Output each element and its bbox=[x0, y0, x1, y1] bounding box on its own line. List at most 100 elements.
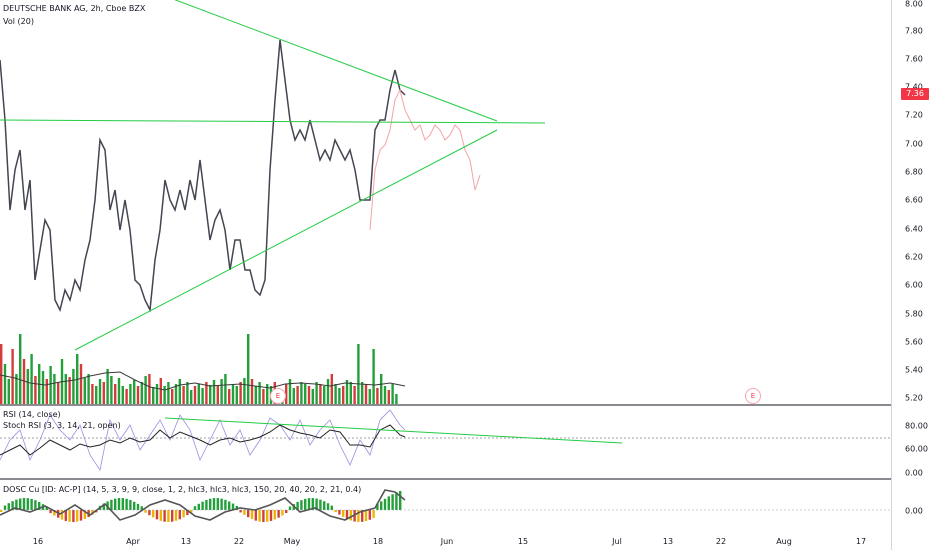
volume-bar bbox=[129, 384, 132, 404]
dosc-bar bbox=[364, 510, 368, 522]
volume-bar bbox=[323, 386, 326, 404]
volume-bar bbox=[243, 378, 246, 404]
volume-bar bbox=[292, 388, 295, 404]
dosc-bar bbox=[228, 501, 231, 510]
time-tick: 13 bbox=[662, 537, 674, 546]
volume-bar bbox=[155, 384, 159, 404]
dosc-bar bbox=[269, 510, 273, 521]
dosc-bar bbox=[45, 506, 48, 510]
volume-bar bbox=[330, 374, 333, 404]
dosc-bar bbox=[304, 498, 307, 510]
dosc-bar bbox=[239, 510, 242, 513]
dosc-bar bbox=[136, 503, 140, 510]
dosc-bar bbox=[342, 510, 345, 517]
dosc-bar bbox=[307, 498, 311, 510]
dosc-bar bbox=[15, 499, 18, 510]
volume-bar bbox=[167, 382, 170, 404]
volume-bar bbox=[117, 378, 121, 404]
volume-bar bbox=[391, 384, 394, 404]
volume-bar bbox=[338, 388, 341, 404]
volume-bar bbox=[53, 374, 56, 404]
volume-bar bbox=[231, 384, 235, 404]
dosc-bar bbox=[186, 510, 189, 516]
dosc-bar bbox=[167, 510, 170, 522]
dosc-bar bbox=[277, 510, 280, 518]
volume-bar bbox=[201, 388, 204, 404]
dosc-bar bbox=[296, 501, 299, 510]
dosc-bar bbox=[60, 510, 64, 520]
volume-bar bbox=[45, 379, 48, 404]
time-tick: 22 bbox=[715, 537, 727, 546]
volume-bar bbox=[193, 386, 197, 404]
volume-bar bbox=[64, 374, 67, 404]
volume-bar bbox=[133, 380, 136, 404]
last-price-badge: 7.36 bbox=[901, 88, 929, 100]
time-tick: Jun bbox=[440, 537, 454, 546]
dosc-bar bbox=[288, 506, 292, 510]
volume-bar bbox=[0, 344, 3, 404]
dosc-bar bbox=[262, 510, 265, 522]
volume-bar bbox=[7, 379, 10, 404]
time-tick: 22 bbox=[233, 537, 245, 546]
dosc-bar bbox=[19, 498, 22, 510]
volume-bar bbox=[285, 384, 288, 404]
dosc-bar bbox=[49, 510, 52, 514]
rsi-tick: 80.00 bbox=[905, 421, 928, 431]
dosc-bar bbox=[0, 510, 3, 512]
dosc-bar bbox=[383, 498, 387, 510]
volume-bar bbox=[57, 382, 60, 404]
rsi-trendline bbox=[164, 417, 623, 444]
dosc-bar bbox=[155, 510, 159, 520]
dosc-bar bbox=[182, 510, 185, 518]
earnings-marker[interactable]: E bbox=[270, 388, 286, 404]
volume-bar bbox=[380, 374, 383, 404]
dosc-bar bbox=[281, 510, 284, 516]
volume-bar bbox=[91, 384, 94, 404]
dosc-bar bbox=[323, 501, 326, 510]
time-tick: 16 bbox=[32, 537, 44, 546]
volume-label: Vol (20) bbox=[3, 17, 34, 26]
dosc-bar bbox=[53, 510, 56, 516]
dosc-bar bbox=[357, 510, 360, 522]
volume-bar bbox=[228, 389, 231, 404]
volume-bar bbox=[49, 366, 52, 404]
dosc-bar bbox=[391, 494, 394, 510]
volume-bar bbox=[216, 386, 219, 404]
dosc-bar bbox=[159, 510, 162, 521]
chart-canvas[interactable] bbox=[0, 0, 891, 550]
dosc-bar bbox=[11, 501, 14, 510]
time-tick: Apr bbox=[126, 537, 140, 546]
dosc-bar bbox=[34, 500, 37, 510]
stoch-rsi-label: Stoch RSI (3, 3, 14, 21, open) bbox=[3, 421, 121, 430]
dosc-bar bbox=[83, 510, 86, 520]
dosc-bar bbox=[102, 503, 105, 510]
volume-bar bbox=[83, 378, 86, 404]
volume-bar bbox=[250, 379, 254, 404]
volume-bar bbox=[144, 376, 147, 404]
volume-bar bbox=[11, 349, 14, 404]
price-tick: 6.60 bbox=[905, 195, 923, 205]
dosc-bar bbox=[338, 510, 341, 515]
volume-bars bbox=[0, 334, 398, 404]
volume-bar bbox=[296, 386, 299, 404]
volume-bar bbox=[205, 382, 208, 404]
price-tick: 7.00 bbox=[905, 139, 923, 149]
price-tick: 5.40 bbox=[905, 365, 923, 375]
earnings-marker[interactable]: E bbox=[745, 388, 761, 404]
volume-bar bbox=[387, 390, 390, 404]
dosc-bar bbox=[125, 498, 128, 510]
volume-bar bbox=[209, 385, 212, 404]
dosc-bar bbox=[197, 503, 200, 510]
dosc-bar bbox=[399, 491, 402, 510]
volume-bar bbox=[376, 388, 379, 404]
dosc-bar bbox=[380, 501, 383, 510]
volume-bar bbox=[304, 384, 307, 404]
dosc-bar bbox=[114, 498, 117, 510]
dosc-bar bbox=[79, 510, 83, 521]
dosc-bar bbox=[205, 499, 208, 510]
volume-bar bbox=[357, 344, 360, 404]
volume-bar bbox=[197, 384, 200, 404]
volume-bar bbox=[152, 387, 155, 404]
dosc-signal-line bbox=[0, 489, 406, 521]
price-tick: 7.20 bbox=[905, 110, 923, 120]
